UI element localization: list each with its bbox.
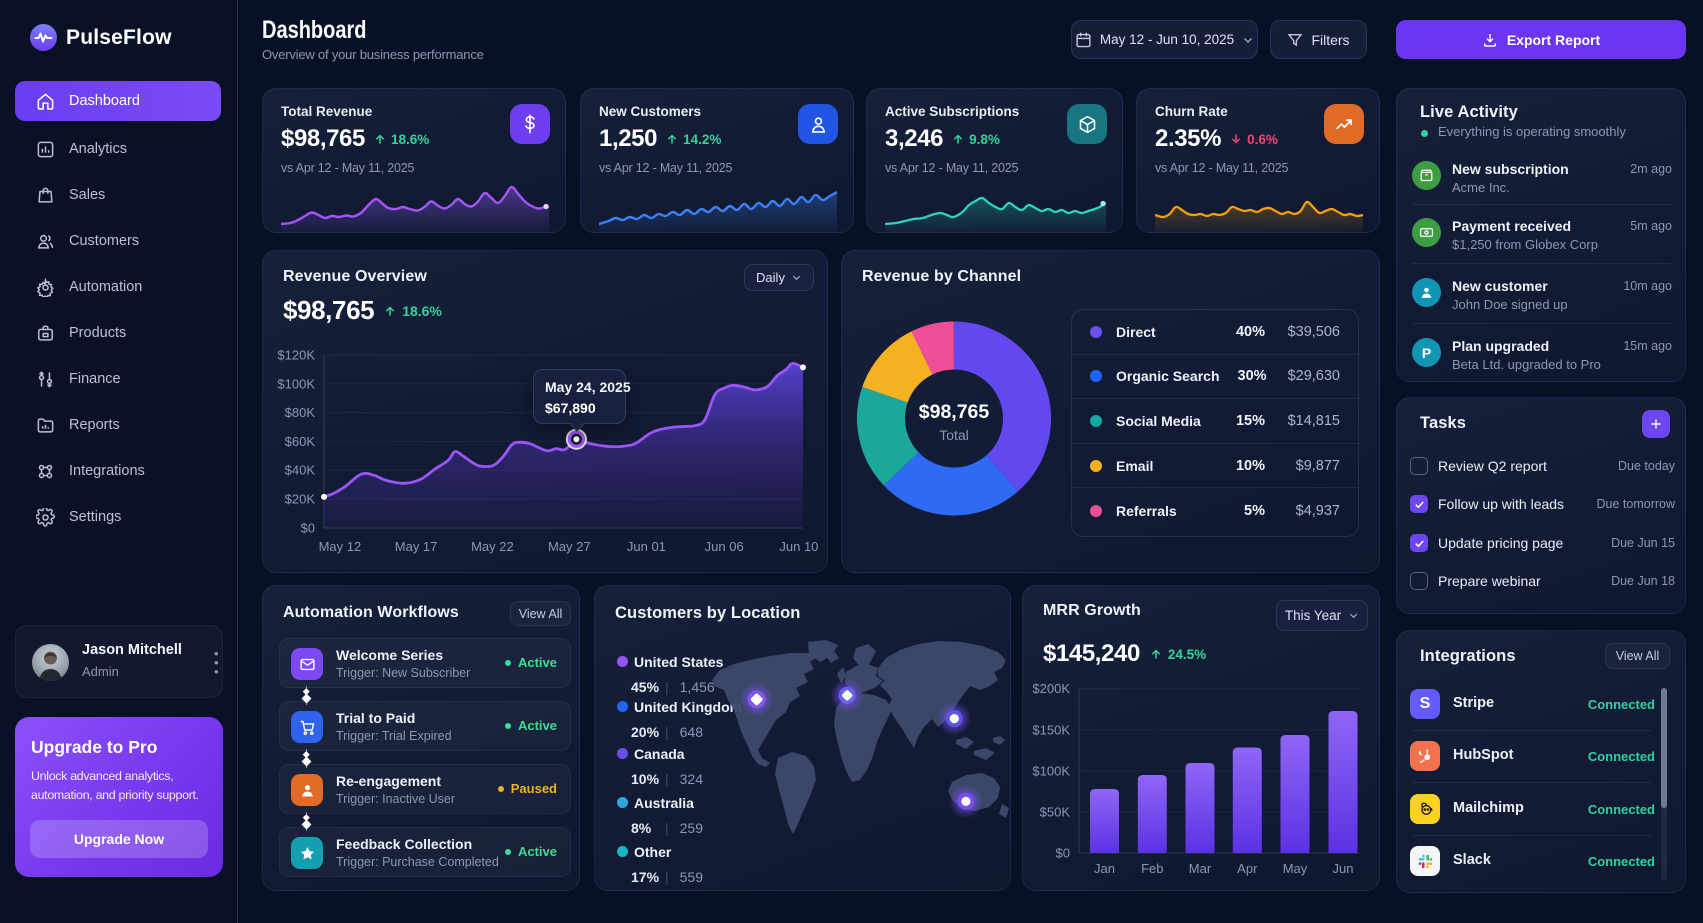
svg-text:Mar: Mar — [1189, 861, 1212, 876]
svg-text:May 17: May 17 — [395, 539, 438, 554]
svg-text:$0: $0 — [1056, 846, 1070, 861]
svg-text:May 22: May 22 — [471, 539, 514, 554]
svg-text:$80K: $80K — [285, 405, 316, 420]
svg-text:$120K: $120K — [277, 348, 315, 363]
svg-text:Feb: Feb — [1141, 861, 1163, 876]
svg-text:$150K: $150K — [1032, 722, 1070, 737]
svg-text:$60K: $60K — [285, 434, 316, 449]
svg-text:$100K: $100K — [277, 376, 315, 391]
svg-text:$40K: $40K — [285, 463, 316, 478]
svg-text:Jun: Jun — [1333, 861, 1354, 876]
svg-text:$0: $0 — [301, 521, 315, 536]
svg-text:$200K: $200K — [1032, 681, 1070, 696]
svg-text:$50K: $50K — [1040, 805, 1071, 820]
svg-text:Jun 10: Jun 10 — [779, 539, 818, 554]
svg-text:$20K: $20K — [285, 492, 316, 507]
svg-text:May 27: May 27 — [548, 539, 591, 554]
svg-text:Jan: Jan — [1094, 861, 1115, 876]
svg-text:Jun 01: Jun 01 — [627, 539, 666, 554]
svg-text:May 12: May 12 — [319, 539, 362, 554]
svg-text:Apr: Apr — [1237, 861, 1258, 876]
svg-text:May: May — [1283, 861, 1308, 876]
svg-text:Jun 06: Jun 06 — [705, 539, 744, 554]
svg-text:$100K: $100K — [1032, 763, 1070, 778]
